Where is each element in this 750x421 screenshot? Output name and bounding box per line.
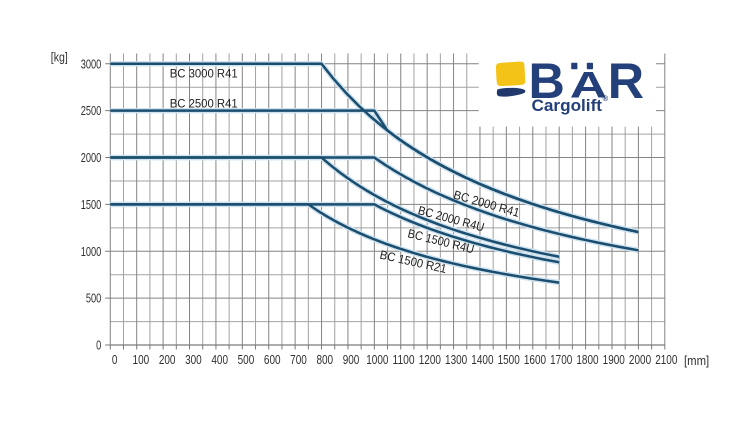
svg-text:B: B (529, 52, 565, 109)
svg-text:600: 600 (264, 353, 281, 367)
svg-text:[kg]: [kg] (51, 50, 68, 65)
svg-text:300: 300 (185, 353, 202, 367)
svg-text:2100: 2100 (655, 353, 677, 367)
svg-text:1300: 1300 (445, 353, 467, 367)
svg-text:100: 100 (133, 353, 150, 367)
svg-text:800: 800 (316, 353, 333, 367)
svg-text:®: ® (603, 94, 609, 103)
svg-text:700: 700 (290, 353, 307, 367)
svg-text:2500: 2500 (81, 104, 102, 118)
svg-text:1500: 1500 (498, 353, 520, 367)
svg-text:1000: 1000 (366, 353, 388, 367)
svg-text:0: 0 (112, 353, 118, 367)
svg-text:1800: 1800 (576, 353, 598, 367)
svg-text:R: R (608, 52, 644, 109)
svg-text:1000: 1000 (81, 245, 102, 259)
svg-text:500: 500 (86, 292, 101, 306)
svg-text:1700: 1700 (550, 353, 572, 367)
svg-text:2000: 2000 (629, 353, 651, 367)
svg-text:200: 200 (159, 353, 176, 367)
svg-text:1900: 1900 (603, 353, 625, 367)
svg-text:0: 0 (96, 339, 101, 353)
svg-text:400: 400 (211, 353, 228, 367)
svg-text:1500: 1500 (81, 198, 102, 212)
svg-text:1100: 1100 (392, 353, 414, 367)
svg-text:[mm]: [mm] (684, 354, 709, 368)
svg-text:900: 900 (343, 353, 360, 367)
svg-text:Cargolift: Cargolift (532, 97, 603, 115)
svg-text:3000: 3000 (81, 57, 102, 71)
svg-text:BC 3000 R41: BC 3000 R41 (170, 66, 238, 80)
svg-text:1600: 1600 (524, 353, 546, 367)
svg-text:1400: 1400 (471, 353, 493, 367)
svg-text:500: 500 (238, 353, 255, 367)
svg-text:BC 2500 R41: BC 2500 R41 (170, 97, 238, 111)
svg-text:A: A (570, 64, 607, 106)
svg-text:2000: 2000 (81, 151, 102, 165)
svg-text:1200: 1200 (419, 353, 441, 367)
